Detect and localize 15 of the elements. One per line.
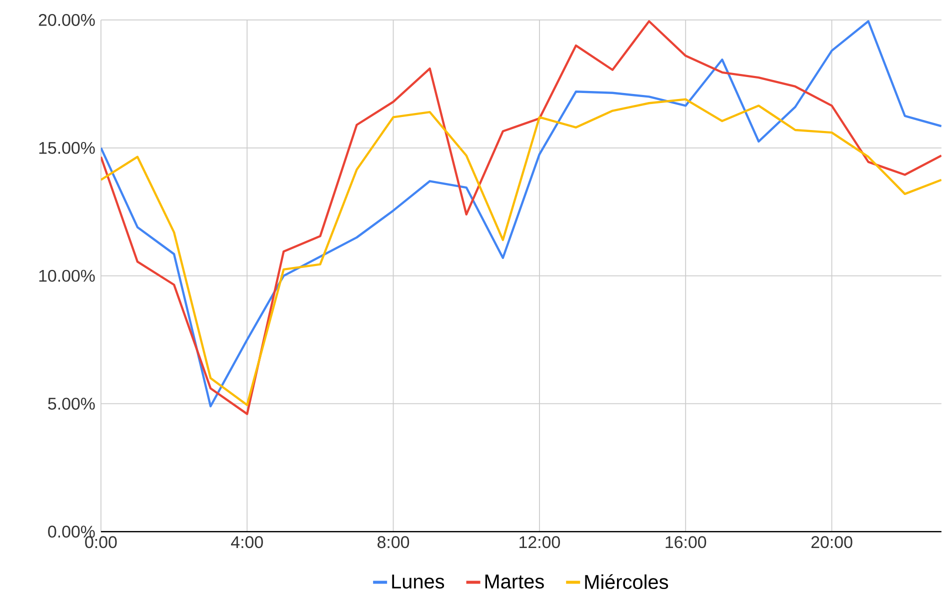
x-tick-label: 4:00 (231, 536, 263, 548)
y-tick-label: 15.00% (39, 142, 95, 154)
x-tick-label: 12:00 (520, 536, 560, 548)
legend-label: Lunes (392, 574, 444, 589)
legend-label: Martes (485, 574, 544, 589)
x-tick-label: 16:00 (666, 536, 706, 548)
y-tick-label: 10.00% (39, 270, 95, 282)
y-tick-label: 5.00% (48, 398, 95, 410)
line-series (100, 98, 942, 406)
x-tick-label: 20:00 (811, 536, 852, 548)
y-tick-label: 0.00% (48, 526, 95, 538)
x-tick-label: 8:00 (378, 536, 410, 548)
y-tick-label: 20.00% (38, 14, 95, 26)
x-tick-label: 0:00 (85, 536, 117, 548)
legend-label: Miércoles (585, 574, 668, 590)
